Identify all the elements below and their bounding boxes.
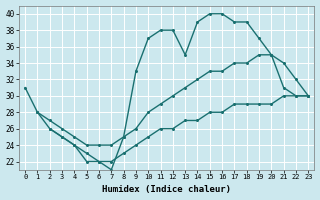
X-axis label: Humidex (Indice chaleur): Humidex (Indice chaleur): [102, 185, 231, 194]
